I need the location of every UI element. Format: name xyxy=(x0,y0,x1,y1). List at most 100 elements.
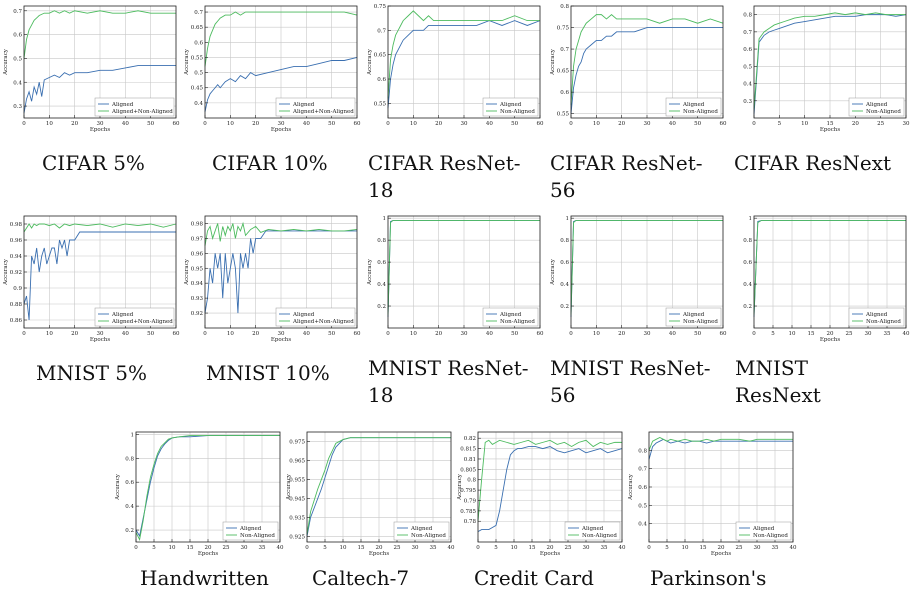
x-tick-label: 40 xyxy=(277,545,284,551)
caption-mnist-5: MNIST 5% xyxy=(36,361,148,385)
legend-box xyxy=(564,521,621,541)
y-tick-label: 0.2 xyxy=(377,304,386,310)
y-tick-label: 0.65 xyxy=(557,69,570,75)
y-tick-label: 1 xyxy=(749,216,753,222)
x-tick-label: 30 xyxy=(461,331,468,337)
x-tick-label: 5 xyxy=(665,545,669,551)
y-tick-label: 0.78 xyxy=(464,519,477,525)
caption-mnist-10: MNIST 10% xyxy=(206,361,330,385)
x-tick-label: 20 xyxy=(376,545,383,551)
y-tick-label: 0.4 xyxy=(743,282,752,288)
legend-label: Non-Aligned xyxy=(866,109,901,115)
x-axis-label: Epochs xyxy=(90,127,110,133)
series-line-non-aligned xyxy=(648,436,793,451)
x-tick-label: 20 xyxy=(205,545,212,551)
x-tick-label: 15 xyxy=(358,545,365,551)
y-tick-label: 0.4 xyxy=(194,101,203,107)
x-tick-label: 5 xyxy=(494,545,498,551)
x-tick-label: 40 xyxy=(448,545,455,551)
x-tick-label: 20 xyxy=(252,331,259,337)
series-line-non-aligned xyxy=(753,12,906,110)
x-tick-label: 10 xyxy=(801,121,808,127)
legend-label: Aligned+Non-Aligned xyxy=(111,319,173,325)
chart-parkinsons: 0 5 10 15 20 25 30 35 40 0.4 0.5 0.6 0.7 0.8 Epochs Acc… xyxy=(627,428,797,558)
series-line-aligned xyxy=(204,230,357,314)
y-axis-label: Accuracy xyxy=(457,473,463,501)
legend-box xyxy=(665,307,722,327)
series-line-non-aligned xyxy=(135,435,280,542)
series-line-non-aligned xyxy=(753,219,906,315)
x-tick-label: 50 xyxy=(147,331,154,337)
x-tick-label: 35 xyxy=(430,545,437,551)
y-tick-label: 0.2 xyxy=(743,304,752,310)
x-tick-label: 20 xyxy=(618,331,625,337)
x-tick-label: 30 xyxy=(461,121,468,127)
x-tick-label: 10 xyxy=(410,121,417,127)
y-tick-label: 0.945 xyxy=(289,496,305,502)
chart-mnist-resnext: 0 5 10 15 20 25 30 35 40 0.2 0.4 0.6 0.8 1 Epochs Align… xyxy=(732,212,910,344)
x-tick-label: 0 xyxy=(134,545,138,551)
x-tick-label: 15 xyxy=(808,331,815,337)
y-tick-label: 0.805 xyxy=(460,467,476,473)
legend-label: Aligned+Non-Aligned xyxy=(292,109,354,115)
y-tick-label: 0.815 xyxy=(460,447,476,453)
x-tick-label: 50 xyxy=(147,121,154,127)
legend-label: Aligned xyxy=(111,102,134,108)
y-tick-label: 0.55 xyxy=(191,55,204,61)
x-tick-label: 60 xyxy=(537,331,544,337)
caption-parkinsons: Parkinson's xyxy=(650,566,767,590)
legend-box xyxy=(393,521,450,541)
y-tick-label: 0.3 xyxy=(743,99,752,105)
x-tick-label: 0 xyxy=(203,331,207,337)
x-tick-label: 15 xyxy=(187,545,194,551)
y-tick-label: 0.5 xyxy=(638,503,647,509)
chart-svg: 0 5 10 15 20 25 30 35 40 0.2 0.4 0.6 0.8 1 Epochs Align… xyxy=(743,215,910,343)
series-line-non-aligned xyxy=(306,437,451,535)
y-tick-label: 0.8 xyxy=(560,238,569,244)
y-tick-label: 1 xyxy=(131,432,135,438)
x-tick-label: 30 xyxy=(754,545,761,551)
x-tick-label: 60 xyxy=(173,121,180,127)
x-tick-label: 5 xyxy=(152,545,156,551)
x-tick-label: 35 xyxy=(772,545,779,551)
x-tick-label: 20 xyxy=(71,331,78,337)
y-tick-label: 0.6 xyxy=(560,260,569,266)
caption-cifar-resnet18: CIFAR ResNet-18 xyxy=(368,151,521,202)
legend-label: Aligned xyxy=(865,312,888,318)
x-tick-label: 25 xyxy=(877,121,884,127)
y-tick-label: 0.7 xyxy=(743,30,752,36)
legend-label: Non-Aligned xyxy=(683,109,718,115)
legend-label: Non-Aligned xyxy=(411,533,446,539)
x-tick-label: 35 xyxy=(884,331,891,337)
x-tick-label: 20 xyxy=(435,121,442,127)
x-tick-label: 60 xyxy=(354,331,361,337)
x-tick-label: 0 xyxy=(386,121,390,127)
series-line-aligned xyxy=(477,446,623,533)
legend-label: Aligned xyxy=(499,312,522,318)
series-line-aligned xyxy=(204,57,358,113)
x-axis-label: Epochs xyxy=(820,127,840,133)
x-tick-label: 25 xyxy=(846,331,853,337)
x-tick-label: 30 xyxy=(412,545,419,551)
y-tick-label: 0.4 xyxy=(743,82,752,88)
x-tick-label: 0 xyxy=(569,331,573,337)
y-tick-label: 0.8 xyxy=(560,4,569,10)
series-line-non-aligned xyxy=(570,14,724,106)
x-tick-label: 50 xyxy=(511,331,518,337)
caption-cifar-resnet56: CIFAR ResNet-56 xyxy=(550,151,703,202)
x-tick-label: 50 xyxy=(328,331,335,337)
y-tick-label: 0.8 xyxy=(125,456,134,462)
y-tick-label: 0.5 xyxy=(194,71,203,77)
series-line-non-aligned xyxy=(204,221,358,246)
legend-label: Non-Aligned xyxy=(866,319,901,325)
x-tick-label: 40 xyxy=(303,121,310,127)
y-tick-label: 0.965 xyxy=(289,458,305,464)
series-line-aligned xyxy=(23,231,176,321)
y-tick-label: 0.96 xyxy=(191,251,204,257)
x-tick-label: 30 xyxy=(865,331,872,337)
caption-mnist-resnext: MNIST ResNext xyxy=(735,356,821,407)
x-tick-label: 0 xyxy=(752,121,756,127)
chart-caltech7: 0 5 10 15 20 25 30 35 40 0.925 0.935 0.945 0.955 0.96… xyxy=(285,428,455,558)
y-tick-label: 0.79 xyxy=(464,498,477,504)
legend-box xyxy=(848,307,905,327)
